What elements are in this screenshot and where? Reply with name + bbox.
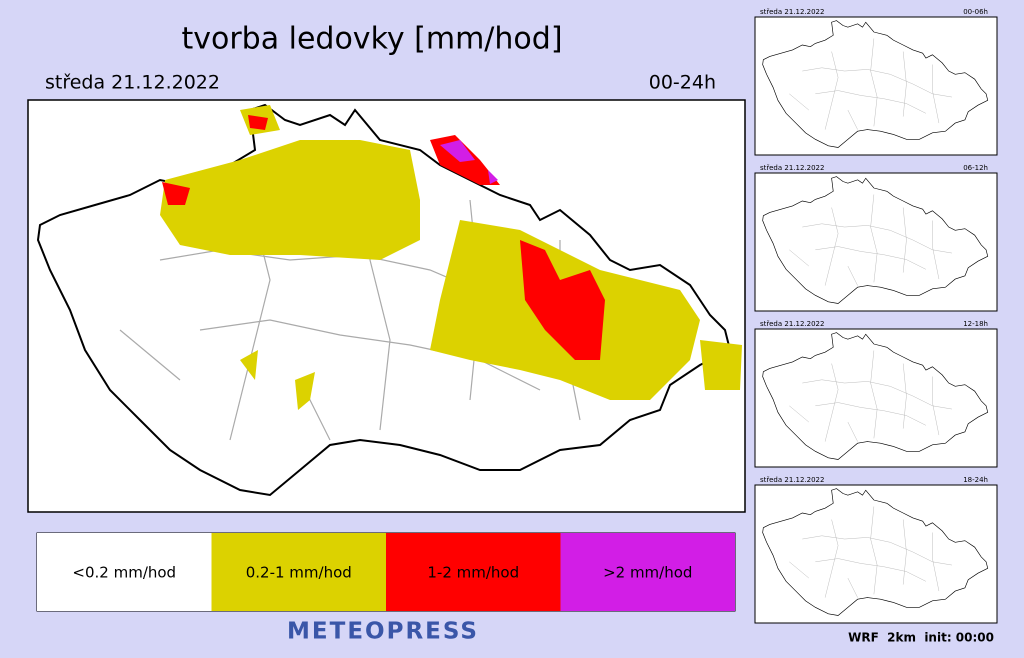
legend-swatch: [560, 533, 735, 611]
title: tvorba ledovky [mm/hod]: [181, 22, 562, 57]
legend-label: <0.2 mm/hod: [72, 564, 176, 582]
legend-label: 1-2 mm/hod: [427, 564, 519, 582]
panel-period: 12-18h: [963, 320, 988, 328]
legend-label: >2 mm/hod: [603, 564, 692, 582]
panel-date: středa 21.12.2022: [760, 164, 824, 172]
legend-swatch: [211, 533, 386, 611]
model-info: WRF 2km init: 00:00: [848, 631, 994, 645]
legend: <0.2 mm/hod 0.2-1 mm/hod 1-2 mm/hod >2 mm/h…: [36, 532, 736, 612]
date: středa 21.12.2022: [45, 72, 220, 94]
panel-date: středa 21.12.2022: [760, 476, 824, 484]
legend-swatch: [37, 533, 212, 611]
legend-label: 0.2-1 mm/hod: [246, 564, 352, 582]
period: 00-24h: [649, 72, 716, 94]
panel-period: 06-12h: [963, 164, 988, 172]
panel-date: středa 21.12.2022: [760, 8, 824, 16]
legend-swatch: [386, 533, 561, 611]
panel-period: 00-06h: [963, 8, 988, 16]
panel-period: 18-24h: [963, 476, 988, 484]
panel-date: středa 21.12.2022: [760, 320, 824, 328]
brand: METEOPRESS: [287, 619, 479, 645]
panels: středa 21.12.2022 00-06h středa 21.12.2022…: [754, 8, 998, 624]
